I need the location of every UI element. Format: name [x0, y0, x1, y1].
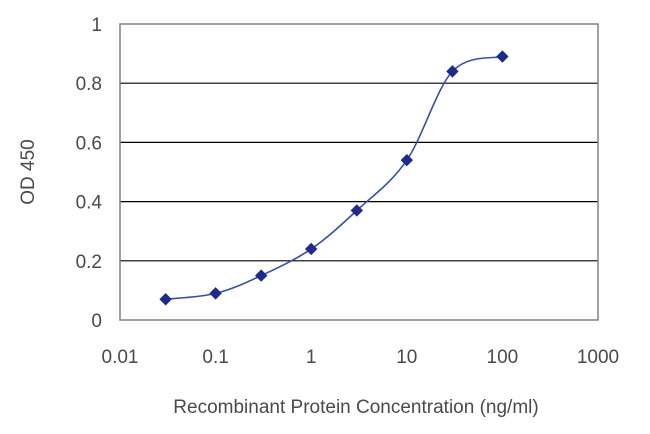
y-tick-label: 0.2 — [76, 252, 102, 273]
data-point — [304, 242, 318, 256]
x-tick-label: 0.1 — [202, 347, 228, 368]
x-axis-label: Recombinant Protein Concentration (ng/ml… — [173, 397, 538, 418]
x-tick-label: 100 — [487, 347, 519, 368]
y-axis-label: OD 450 — [18, 139, 39, 204]
series-line — [165, 55, 503, 301]
data-point — [496, 50, 509, 63]
series-points-group — [159, 50, 509, 306]
x-tick-label: 1 — [306, 347, 317, 368]
data-point — [209, 287, 222, 300]
y-tick-label: 0 — [91, 311, 102, 332]
grid-lines — [120, 82, 598, 262]
x-tick-labels: 0.01 0.1 1 10 100 1000 — [102, 347, 620, 368]
y-tick-label: 0.8 — [76, 74, 102, 95]
y-tick-label: 0.4 — [76, 193, 103, 214]
data-point — [350, 204, 364, 217]
data-point — [159, 293, 172, 306]
plot-area-border — [119, 23, 599, 321]
x-tick-label: 1000 — [577, 347, 619, 368]
data-point — [255, 269, 268, 282]
x-tick-label: 0.01 — [102, 347, 139, 368]
data-point — [400, 153, 414, 167]
y-tick-label: 0.6 — [76, 133, 102, 154]
series-line-group — [165, 55, 503, 301]
y-tick-label: 1 — [91, 15, 102, 36]
y-tick-labels: 0 0.2 0.4 0.6 0.8 1 — [76, 15, 103, 332]
x-tick-label: 10 — [396, 347, 417, 368]
data-point — [446, 65, 459, 78]
